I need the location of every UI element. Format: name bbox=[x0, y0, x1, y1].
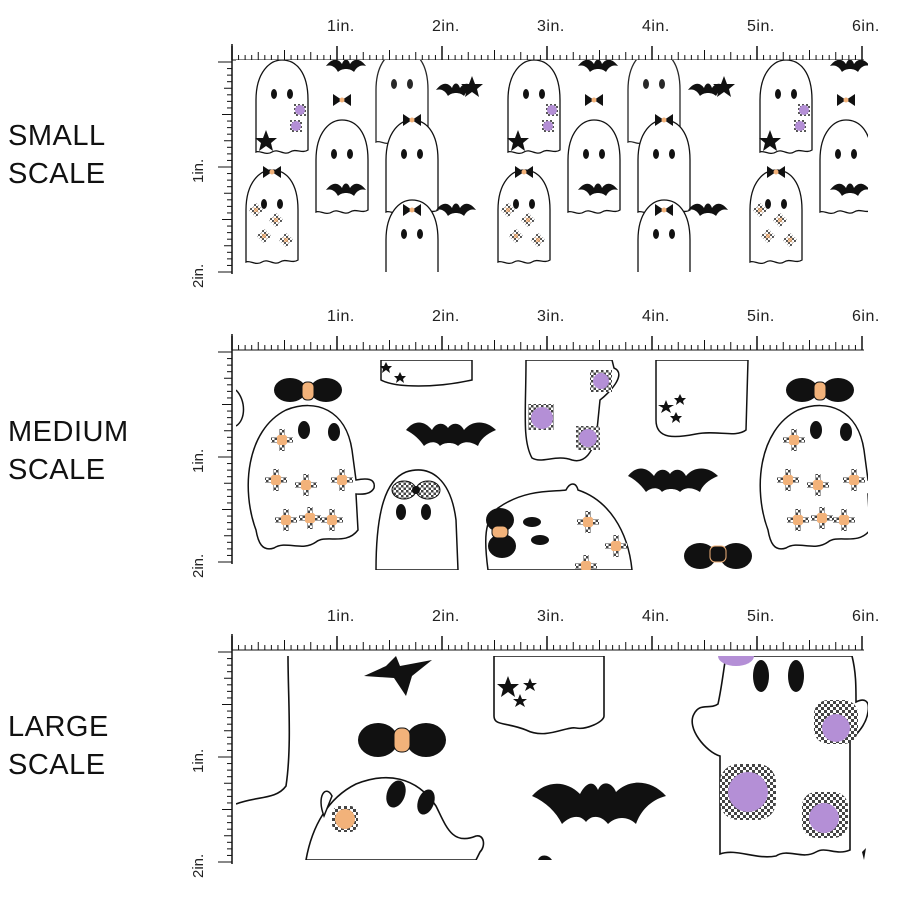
ruler-inch-label: 4in. bbox=[642, 308, 670, 325]
ruler-inch-label: 2in. bbox=[432, 608, 460, 625]
ruler-ticks bbox=[218, 334, 864, 564]
ruler-inch-label: 3in. bbox=[537, 18, 565, 35]
ruler-inch-label: 1in. bbox=[327, 308, 355, 325]
ruler-inch-label: 4in. bbox=[642, 18, 670, 35]
small-scale-label: SMALL SCALE bbox=[8, 117, 106, 193]
ghost-pattern-small bbox=[236, 60, 868, 272]
label-line: MEDIUM bbox=[8, 416, 129, 448]
ruler-inch-label: 5in. bbox=[747, 608, 775, 625]
ruler-vertical-inch-label: 1in. bbox=[190, 158, 207, 183]
ghost-pattern-large bbox=[236, 656, 868, 860]
label-line: LARGE bbox=[8, 711, 109, 743]
ruler-inch-label: 6in. bbox=[852, 308, 880, 325]
medium-scale-label: MEDIUM SCALE bbox=[8, 413, 129, 489]
ghost-pattern-medium bbox=[236, 360, 868, 570]
label-line: SCALE bbox=[8, 749, 106, 781]
ruler-inch-label: 1in. bbox=[327, 18, 355, 35]
pattern-swatch-large bbox=[236, 656, 868, 860]
ruler-vertical-inch-label: 2in. bbox=[190, 553, 207, 578]
ruler-inch-label: 5in. bbox=[747, 18, 775, 35]
ruler-vertical-inch-label: 1in. bbox=[190, 448, 207, 473]
large-scale-label: LARGE SCALE bbox=[8, 708, 109, 784]
label-line: SCALE bbox=[8, 454, 106, 486]
medium-scale-panel: 1in. 2in. 3in. 4in. 5in. 6in. 1in. 2in. bbox=[0, 290, 900, 590]
large-scale-panel: 1in. 2in. 3in. 4in. 5in. 6in. 1in. 2in. bbox=[0, 590, 900, 890]
ruler-vertical-inch-label: 2in. bbox=[190, 263, 207, 288]
ruler-vertical-inch-label: 1in. bbox=[190, 748, 207, 773]
ruler-inch-label: 5in. bbox=[747, 308, 775, 325]
ruler-inch-label: 2in. bbox=[432, 308, 460, 325]
ruler-inch-label: 2in. bbox=[432, 18, 460, 35]
ruler-inch-label: 6in. bbox=[852, 608, 880, 625]
ruler-inch-label: 4in. bbox=[642, 608, 670, 625]
ruler-inch-label: 6in. bbox=[852, 18, 880, 35]
ruler-inch-label: 3in. bbox=[537, 308, 565, 325]
ruler-ticks bbox=[218, 634, 864, 864]
label-line: SCALE bbox=[8, 158, 106, 190]
ruler-vertical-inch-label: 2in. bbox=[190, 853, 207, 878]
ruler-inch-label: 3in. bbox=[537, 608, 565, 625]
ruler-inch-label: 1in. bbox=[327, 608, 355, 625]
pattern-swatch-medium bbox=[236, 360, 868, 570]
small-scale-panel: 1in. 2in. 3in. 4in. 5in. 6in. 1in. 2in. bbox=[0, 0, 900, 290]
pattern-swatch-small bbox=[236, 60, 868, 272]
label-line: SMALL bbox=[8, 120, 106, 152]
